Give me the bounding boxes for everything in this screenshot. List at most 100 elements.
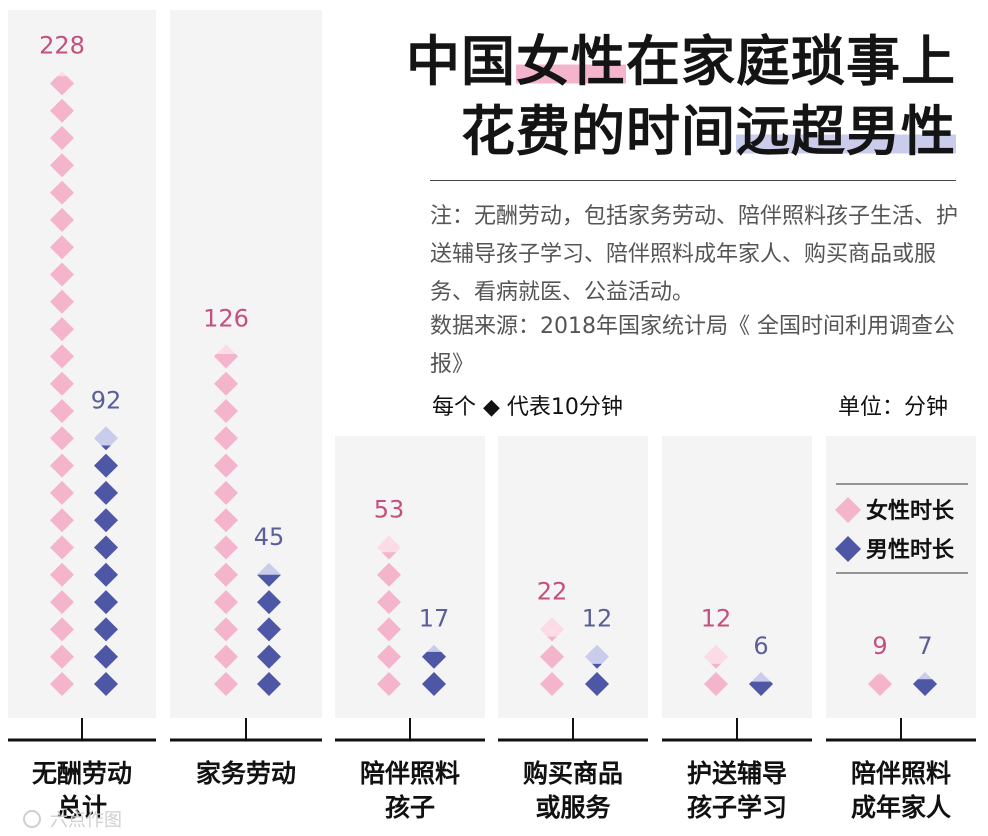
female-diamond-1-3 <box>214 590 238 615</box>
female-diamond-3-0 <box>540 672 564 696</box>
female-diamond-1-2 <box>214 617 238 642</box>
female-diamond-1-10 <box>214 399 238 423</box>
male-diamond-1-1 <box>257 644 281 669</box>
category-label-3-1: 或服务 <box>535 793 610 822</box>
male-diamond-0-9-fill <box>101 445 111 451</box>
male-diamond-0-2 <box>94 617 118 642</box>
female-diamond-1-12-fill <box>214 354 238 369</box>
female-diamond-0-12 <box>50 344 74 369</box>
female-diamond-0-2 <box>50 617 74 642</box>
male-diamond-4-0-fill <box>749 681 773 696</box>
category-panel-3 <box>498 436 648 718</box>
category-panel-2 <box>335 436 485 718</box>
female-diamond-1-8 <box>214 453 238 478</box>
category-label-1-0: 家务劳动 <box>196 759 296 788</box>
female-diamond-1-1 <box>214 644 238 669</box>
male-diamond-0-3 <box>94 590 118 615</box>
category-label-3-0: 购买商品 <box>523 759 623 788</box>
watermark-logo-icon <box>23 810 41 828</box>
male-diamond-3-1 <box>585 644 609 669</box>
legend-male-diamond <box>835 536 861 562</box>
female-diamond-0-16 <box>50 235 74 260</box>
female-diamond-0-21 <box>50 98 74 123</box>
legend-female-label: 女性时长 <box>866 498 955 524</box>
female-diamond-0-7 <box>50 480 74 505</box>
legend-male-label: 男性时长 <box>866 538 955 563</box>
title-line1-b: 在家庭琐事上 <box>626 30 956 93</box>
female-diamond-0-3 <box>50 590 74 615</box>
footnote: 注：无酬劳动，包括家务劳动、陪伴照料孩子生活、护送辅导孩子学习、陪伴照料成年家人… <box>430 204 959 305</box>
female-diamond-0-11 <box>50 371 74 396</box>
female-diamond-1-7 <box>214 480 238 505</box>
female-diamond-0-18 <box>50 180 74 205</box>
female-diamond-3-1 <box>540 644 564 669</box>
female-diamond-5-0-fill <box>868 674 892 696</box>
male-diamond-3-0 <box>585 672 609 696</box>
female-diamond-0-0 <box>50 672 74 696</box>
category-label-5-0: 陪伴照料 <box>851 759 951 788</box>
female-diamond-4-0 <box>704 672 728 696</box>
female-value-label-2: 53 <box>374 496 405 524</box>
female-diamond-4-1-fill <box>711 663 721 669</box>
category-label-2-1: 孩子 <box>385 793 435 822</box>
female-diamond-3-2 <box>540 617 564 642</box>
female-diamond-0-17 <box>50 207 74 232</box>
female-diamond-1-0 <box>214 672 238 696</box>
female-diamond-4-1 <box>704 644 728 669</box>
female-diamond-0-15 <box>50 262 74 287</box>
title-line2-a: 花费的时间 <box>461 100 736 163</box>
category-label-4-0: 护送辅导 <box>687 759 787 788</box>
male-diamond-2-0 <box>422 672 446 696</box>
female-diamond-2-2 <box>377 617 401 642</box>
female-diamond-2-1 <box>377 644 401 669</box>
male-diamond-0-8 <box>94 453 118 478</box>
female-diamond-0-20 <box>50 126 74 150</box>
male-diamond-0-0 <box>94 672 118 696</box>
male-value-label-0: 92 <box>91 386 122 414</box>
male-diamond-0-1 <box>94 644 118 669</box>
male-diamond-5-0-fill <box>913 679 937 696</box>
male-diamond-0-7 <box>94 480 118 505</box>
female-value-label-5: 9 <box>872 632 887 660</box>
female-value-label-3: 22 <box>537 577 568 605</box>
female-value-label-0: 228 <box>39 31 85 59</box>
chart-title-line2: 花费的时间远超男性 <box>461 100 956 164</box>
legend-female-diamond <box>835 497 861 523</box>
female-diamond-0-10 <box>50 399 74 423</box>
female-diamond-0-5 <box>50 535 74 560</box>
title-divider <box>430 180 956 181</box>
category-panel-0 <box>8 10 156 718</box>
male-value-label-5: 7 <box>917 632 932 660</box>
female-diamond-0-4 <box>50 562 74 587</box>
female-diamond-0-14 <box>50 289 74 314</box>
female-diamond-2-5-fill <box>381 552 397 560</box>
chart-title: 中国女性在家庭琐事上 <box>406 30 956 94</box>
male-diamond-0-4 <box>94 562 118 587</box>
female-diamond-0-19 <box>50 153 74 178</box>
female-diamond-3-2-fill <box>547 636 557 642</box>
male-diamond-0-9 <box>94 426 118 451</box>
male-value-label-3: 12 <box>582 605 613 633</box>
title-highlight-female: 女性 <box>516 30 626 93</box>
male-diamond-1-3 <box>257 590 281 615</box>
data-source: 数据来源：2018年国家统计局《 全国时间利用调查公报》 <box>430 314 955 377</box>
male-value-label-2: 17 <box>419 605 450 633</box>
male-diamond-1-4-fill <box>257 574 281 587</box>
female-diamond-0-1 <box>50 644 74 669</box>
female-diamond-1-6 <box>214 508 238 533</box>
category-panel-1 <box>170 10 322 718</box>
male-diamond-3-1-fill <box>592 663 602 669</box>
male-diamond-1-2 <box>257 617 281 642</box>
category-label-0-1: 总计 <box>57 793 107 822</box>
female-diamond-0-8 <box>50 453 74 478</box>
male-diamond-0-5 <box>94 535 118 560</box>
female-diamond-2-0 <box>377 672 401 696</box>
male-diamond-1-0 <box>257 672 281 696</box>
male-diamond-0-6 <box>94 508 118 533</box>
title-highlight-male: 远超男性 <box>736 100 956 163</box>
female-value-label-1: 126 <box>203 304 249 332</box>
category-panel-4 <box>662 436 812 718</box>
male-diamond-2-1-fill <box>422 651 446 669</box>
title-line1-a: 中国 <box>406 30 516 93</box>
